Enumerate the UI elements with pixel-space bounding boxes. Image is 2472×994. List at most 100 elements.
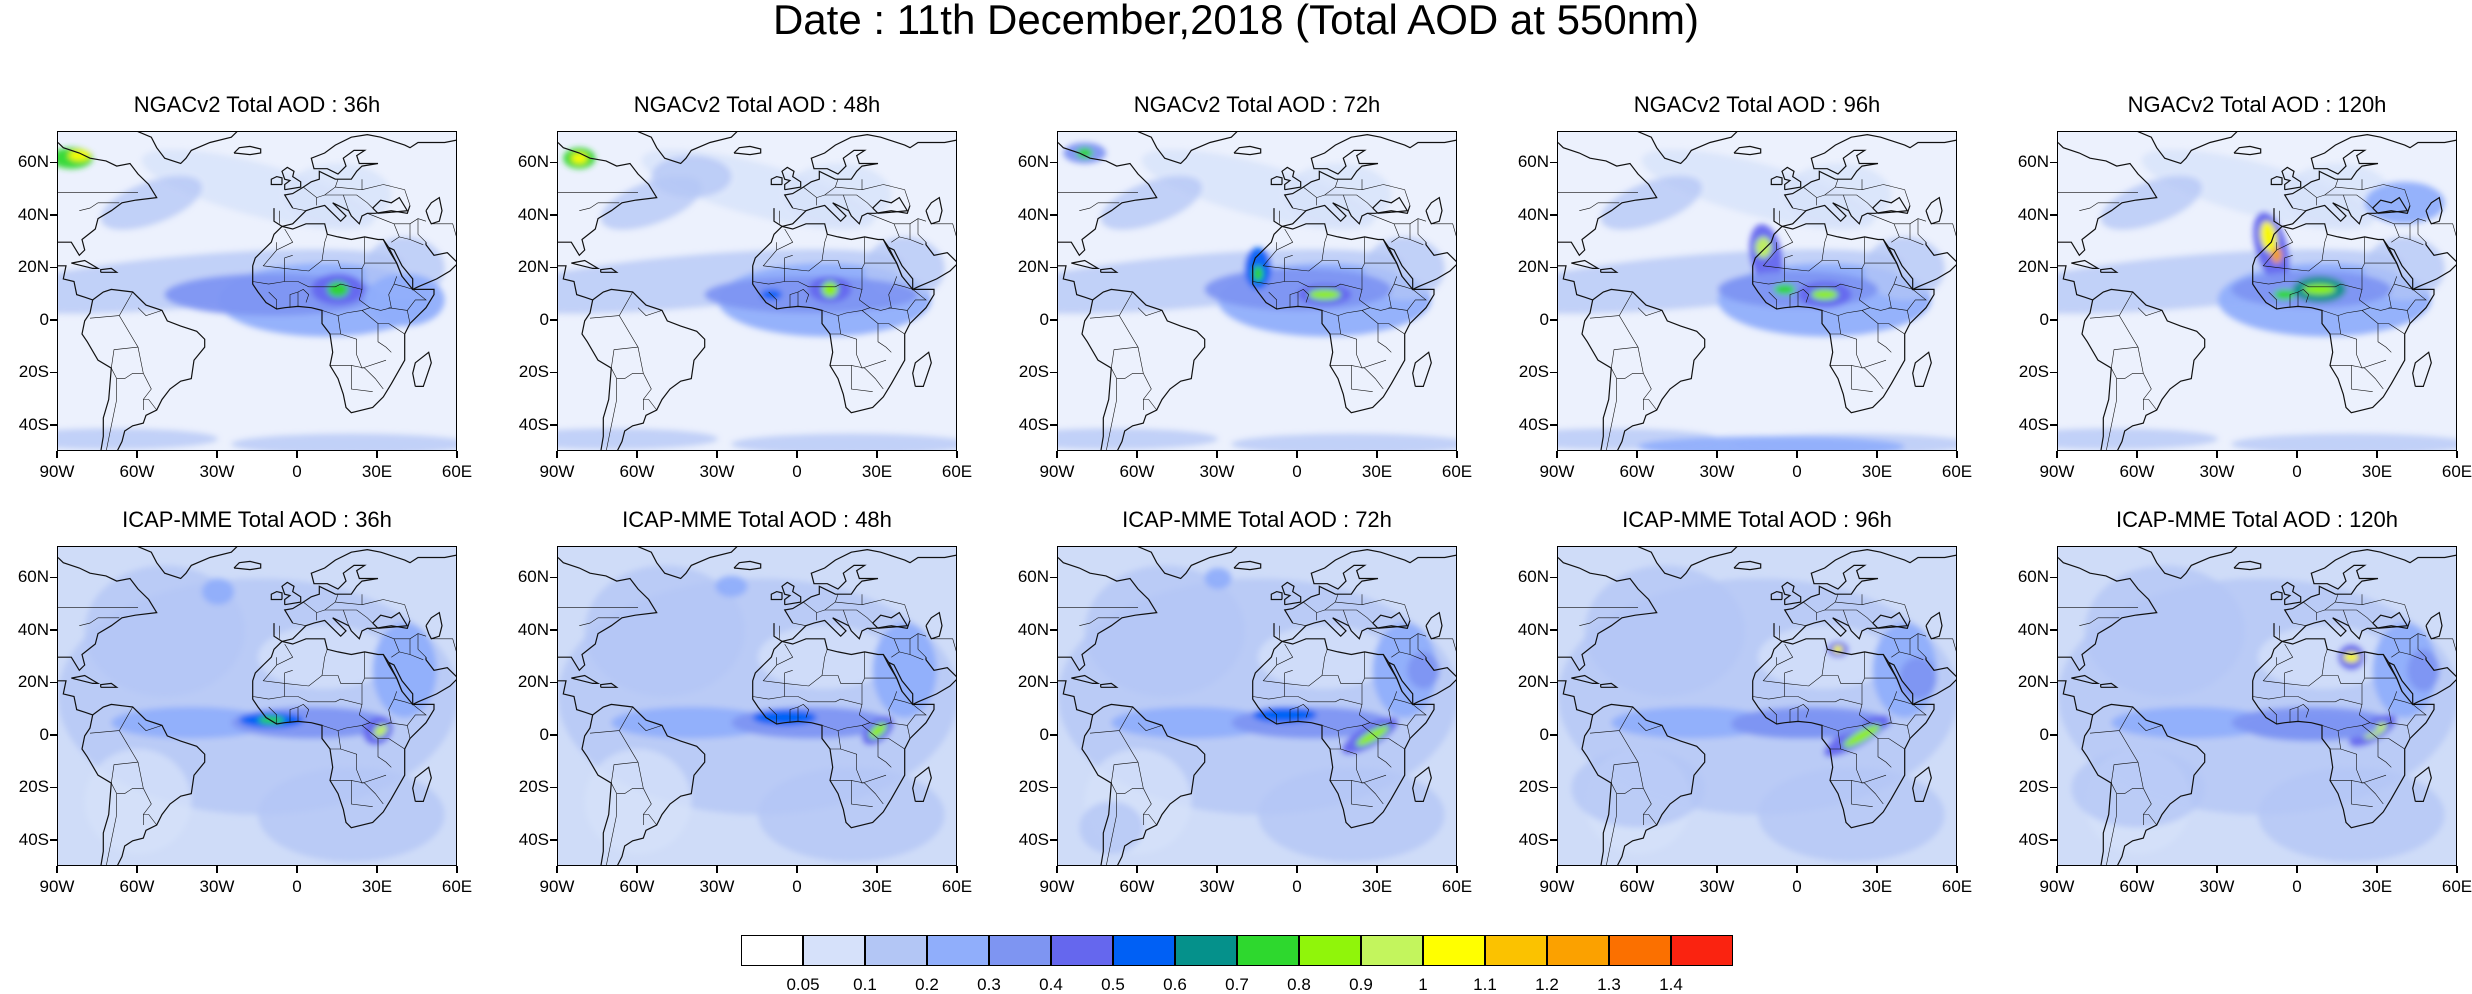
country-border [1792, 622, 1807, 626]
coastline [1558, 557, 1658, 672]
lon-tick [1796, 866, 1798, 873]
lon-tick [1376, 866, 1378, 873]
lat-tick [1550, 371, 1557, 374]
country-border [106, 793, 118, 865]
country-border [2358, 691, 2397, 726]
lat-tick [1050, 839, 1057, 841]
lat-tick-label: 0 [39, 724, 49, 744]
coastline [2382, 239, 2403, 277]
country-border [137, 762, 152, 825]
country-border [2367, 628, 2427, 640]
country-border [1268, 291, 1277, 309]
coastline [2071, 259, 2101, 269]
lon-tick [956, 866, 958, 873]
country-border [1637, 347, 1652, 410]
lat-tick-label: 40N [1017, 204, 1049, 224]
country-border [137, 722, 163, 731]
country-border [1284, 670, 1293, 697]
lat-tick [550, 734, 557, 736]
aod-blob [372, 623, 437, 718]
country-border [321, 649, 328, 676]
country-border [907, 704, 927, 726]
country-border [1431, 638, 1456, 652]
lon-tick [296, 451, 298, 458]
country-border [1303, 594, 1339, 613]
coastline [2412, 766, 2432, 802]
country-border [1878, 738, 1905, 750]
country-border [637, 762, 652, 825]
country-border [835, 594, 863, 606]
lon-tick-label: 60E [2441, 877, 2472, 896]
country-border [1830, 315, 1842, 335]
lon-tick [956, 451, 958, 458]
coastline [58, 557, 158, 672]
country-border [350, 365, 373, 392]
country-border [431, 638, 456, 652]
lat-tick-label: 40S [18, 829, 49, 849]
lat-tick-label: 40N [1517, 204, 1549, 224]
coastline [273, 617, 411, 643]
lon-tick-label: 0 [2292, 877, 2302, 896]
coastline [382, 654, 403, 692]
country-border [2431, 638, 2456, 652]
aod-blob [2271, 247, 2282, 264]
coastline [558, 265, 593, 301]
country-border [1752, 677, 1865, 705]
lat-tick-label: 20S [2018, 362, 2049, 382]
coastline [1733, 145, 1762, 156]
lat-tick-label: 20S [1518, 362, 1549, 382]
country-border [2289, 289, 2310, 308]
lon-tick-label: 60E [1941, 877, 1973, 896]
country-border [137, 347, 152, 410]
country-border [262, 228, 362, 272]
country-border [2106, 793, 2118, 865]
coastline [581, 714, 612, 865]
coastline [1071, 259, 1101, 269]
lon-tick [716, 866, 718, 873]
coastline [1592, 288, 1706, 450]
country-border [340, 333, 387, 369]
country-border [762, 643, 862, 687]
coastline [1733, 560, 1762, 571]
country-border [611, 706, 639, 784]
lon-tick-label: 30E [2361, 462, 2393, 481]
coastline [752, 223, 935, 414]
colorbar-swatch [1175, 935, 1237, 966]
country-border [343, 609, 349, 626]
country-border [1637, 762, 1652, 825]
country-border [1891, 236, 1900, 243]
country-border [1350, 365, 1373, 392]
colorbar-label: 0.3 [977, 975, 1001, 994]
lon-tick [1056, 866, 1058, 873]
coastline [1388, 657, 1456, 706]
lat-tick [2050, 629, 2057, 631]
country-border [268, 291, 277, 309]
country-border [2321, 649, 2328, 676]
aod-blob [2231, 433, 2456, 450]
country-border [893, 638, 924, 661]
country-border [861, 725, 892, 768]
lon-tick-label: 0 [792, 462, 802, 481]
coastline [281, 581, 302, 606]
country-border [1606, 793, 1618, 865]
coastline [1233, 145, 1262, 156]
country-border [2324, 609, 2373, 624]
lat-tick [2050, 161, 2057, 164]
coastline [1752, 223, 1935, 414]
country-border [1824, 194, 1873, 209]
coastline [773, 617, 911, 643]
country-border [1821, 649, 1828, 676]
country-border [1143, 399, 1157, 411]
lon-tick [136, 451, 138, 458]
country-border [2393, 223, 2424, 246]
aod-blob [1111, 707, 1272, 739]
coastline [781, 166, 802, 191]
colorbar-label: 1.4 [1659, 975, 1683, 994]
aod-blob [1076, 147, 1093, 159]
lat-tick-label: 20S [518, 362, 549, 382]
lat-tick-label: 20S [18, 777, 49, 797]
country-border [2378, 323, 2405, 335]
lon-tick [216, 866, 218, 873]
coastline [2372, 611, 2409, 629]
country-border [417, 633, 427, 658]
